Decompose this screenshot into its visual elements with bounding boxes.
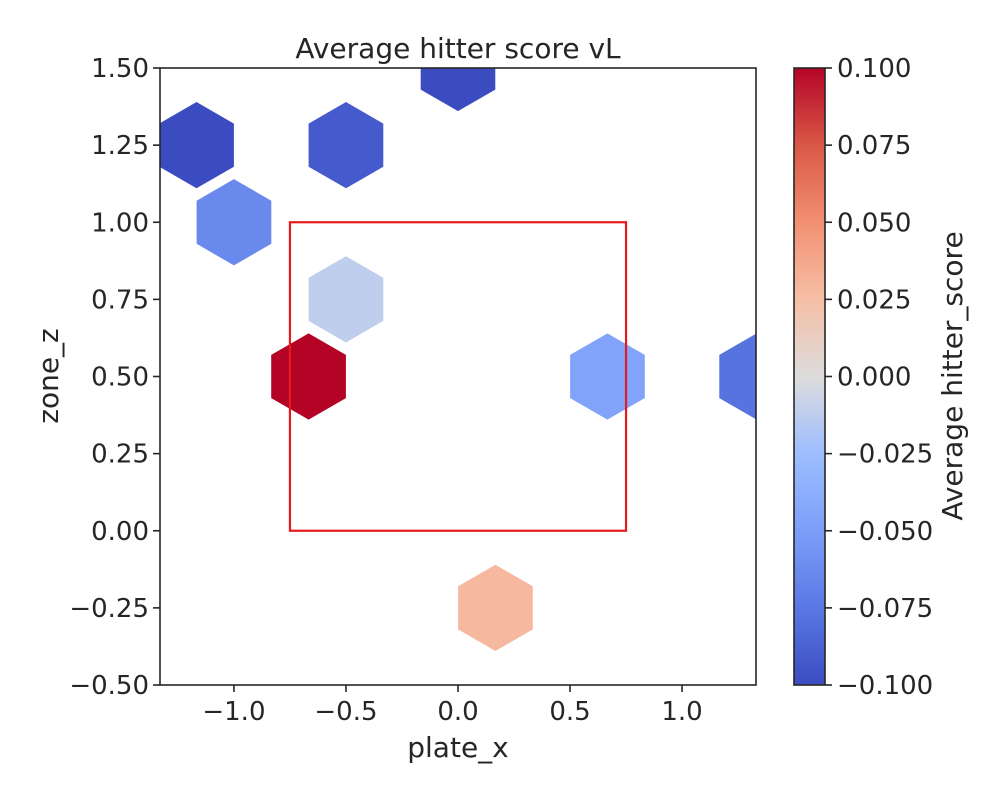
colorbar-tick-label: 0.075 (837, 131, 911, 161)
colorbar-tick-label: 0.100 (837, 54, 911, 84)
x-axis-ticks: −1.0 −0.5 0.0 0.5 1.0 (202, 685, 703, 727)
x-axis-label: plate_x (407, 731, 509, 764)
hexbin-cell-5 (308, 256, 384, 343)
hexbin-cell-3 (420, 68, 496, 112)
hexbin-cell-4 (196, 179, 272, 266)
y-tick-label: −0.25 (69, 594, 149, 624)
hexbin-cell-9 (458, 564, 533, 651)
colorbar-tick-label: 0.025 (837, 285, 911, 315)
y-tick-label: 0.75 (91, 285, 149, 315)
colorbar-tick-label: −0.050 (837, 517, 933, 547)
strike-zone (288, 221, 628, 532)
strike-zone-layer (288, 221, 628, 532)
hexbin-cell-8 (719, 333, 756, 420)
colorbar-tick-label: 0.050 (837, 208, 911, 238)
chart-title: Average hitter score vL (295, 32, 621, 65)
colorbar-tick-label: 0.000 (837, 363, 911, 393)
hexbin-cell-2 (308, 102, 384, 189)
hexbin-layer (160, 68, 756, 651)
plot-frame (159, 67, 757, 686)
y-tick-label: 0.50 (91, 363, 149, 393)
colorbar-tick-label: −0.100 (837, 671, 933, 701)
y-axis-label: zone_z (32, 328, 65, 424)
x-tick-label: −0.5 (314, 697, 377, 727)
colorbar-label: Average hitter_score (936, 231, 969, 520)
hexbin-cell-7 (570, 333, 645, 420)
y-axis-ticks: −0.50 −0.25 0.00 0.25 0.50 0.75 1.00 1.25 1.50 (69, 54, 160, 701)
y-tick-label: 0.25 (91, 440, 149, 470)
colorbar-tick-label: −0.025 (837, 440, 933, 470)
x-tick-label: 1.0 (661, 697, 702, 727)
hexbin-cell-1 (160, 102, 234, 189)
y-tick-label: 0.00 (91, 517, 149, 547)
y-tick-label: 1.50 (91, 54, 149, 84)
y-tick-label: −0.50 (69, 671, 149, 701)
y-tick-label: 1.00 (91, 208, 149, 238)
colorbar (793, 67, 826, 686)
x-tick-label: 0.5 (549, 697, 590, 727)
x-tick-label: 0.0 (437, 697, 478, 727)
colorbar-ticks: −0.100 −0.075 −0.050 −0.025 0.000 0.025 0.050 0… (825, 54, 933, 701)
hexbin-cell-6 (271, 333, 346, 420)
y-tick-label: 1.25 (91, 131, 149, 161)
colorbar-tick-label: −0.075 (837, 594, 933, 624)
x-tick-label: −1.0 (202, 697, 265, 727)
